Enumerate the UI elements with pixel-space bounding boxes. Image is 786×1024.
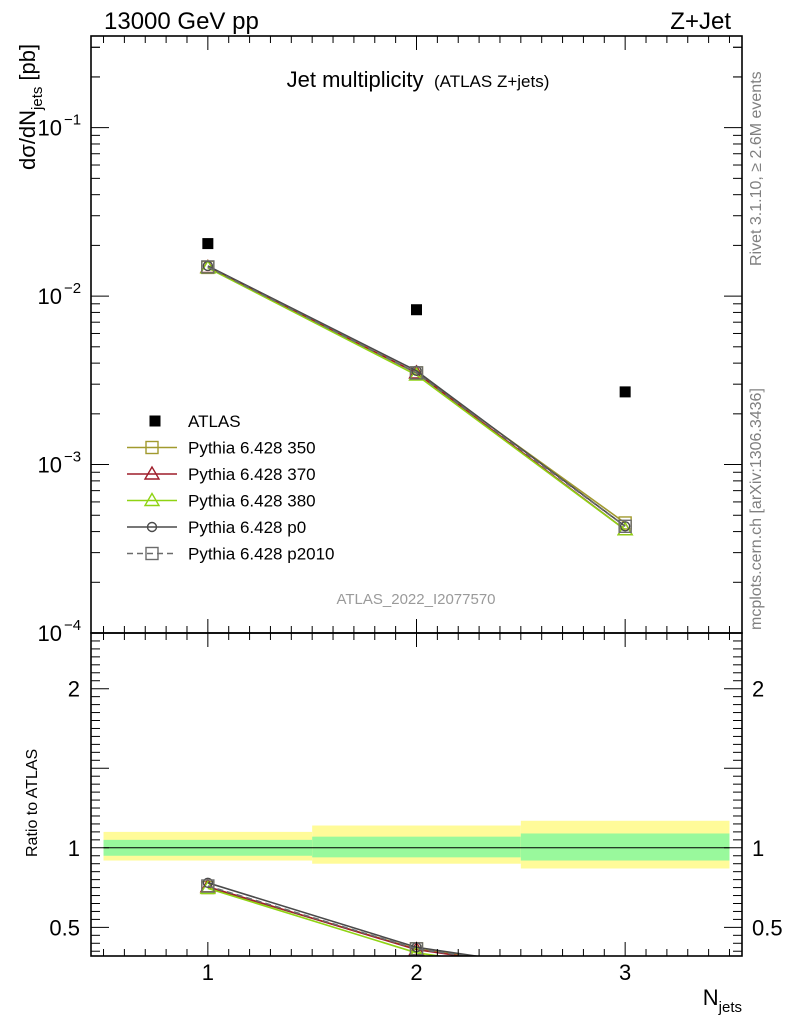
x-tick-label-1: 2 — [410, 960, 422, 985]
x-axis-label: Njets — [703, 985, 742, 1016]
y-axis-label: dσ/dNjets[pb] — [15, 44, 46, 170]
y-tick-exponent-1: −3 — [64, 449, 81, 466]
atlas-point-1 — [411, 304, 422, 316]
series-point-4-1 — [409, 366, 424, 380]
ratio-y-tick-right-0: 0.5 — [752, 915, 783, 940]
ratio-y-tick-left-0: 0.5 — [49, 915, 80, 940]
legend: ATLAS Pythia 6.428 350 Pythia 6.428 370 Pyt… — [127, 412, 335, 564]
plot-title: Jet multiplicity (ATLAS Z+jets) — [287, 67, 550, 92]
x-tick-label-2: 3 — [619, 960, 631, 985]
legend-item-2: Pythia 6.428 370 — [127, 465, 316, 484]
x-tick-label-0: 1 — [202, 960, 214, 985]
y-tick-label-2: 10 — [38, 284, 62, 309]
ratio-point-4-0 — [201, 879, 215, 893]
ratio-panel-frame — [90, 632, 743, 957]
ratio-point-2-1 — [409, 944, 424, 956]
ratio-y-tick-left-2: 2 — [68, 677, 80, 702]
legend-marker-5 — [145, 546, 159, 561]
y-tick-label-0: 10 — [38, 621, 62, 646]
ratio-y-axis-label: Ratio to ATLAS — [24, 749, 41, 857]
legend-item-1: Pythia 6.428 350 — [127, 439, 316, 458]
ratio-point-3-0 — [202, 877, 214, 889]
y-tick-label-1: 10 — [38, 453, 62, 478]
y-tick-exponent-3: −1 — [64, 112, 81, 129]
ratio-y-tick-right-2: 2 — [752, 677, 764, 702]
ratio-uncertainty-bands — [103, 820, 730, 869]
y-tick-label-3: 10 — [38, 116, 62, 141]
analysis-id-label: ATLAS_2022_I2077570 — [336, 591, 495, 608]
series-point-4-2 — [618, 519, 632, 533]
process-label: Z+Jet — [670, 8, 731, 35]
legend-marker-1 — [145, 440, 159, 455]
ratio-line-4 — [207, 885, 472, 956]
legend-item-0: ATLAS — [149, 412, 241, 431]
ratio-y-tick-left-1: 1 — [68, 836, 80, 861]
axis-ticks — [91, 36, 742, 956]
legend-marker-atlas — [149, 415, 161, 427]
y-tick-exponent-2: −2 — [64, 280, 81, 297]
series-point-3-2 — [619, 521, 631, 532]
atlas-data-points — [202, 238, 631, 398]
legend-label-2: Pythia 6.428 370 — [188, 465, 316, 484]
series-line-4 — [207, 266, 626, 527]
ratio-y-tick-right-1: 1 — [752, 836, 764, 861]
main-panel-frame — [90, 35, 743, 634]
rivet-version-label: Rivet 3.1.10, ≥ 2.6M events — [748, 71, 765, 266]
legend-item-5: Pythia 6.428 p2010 — [127, 545, 335, 564]
y-tick-exponent-0: −4 — [64, 617, 81, 634]
atlas-point-2 — [619, 386, 631, 398]
legend-label-0: ATLAS — [188, 412, 241, 431]
mcplots-label: mcplots.cern.ch [arXiv:1306.3436] — [748, 388, 765, 630]
legend-item-3: Pythia 6.428 380 — [127, 492, 316, 511]
legend-label-4: Pythia 6.428 p0 — [188, 518, 306, 537]
ratio-band-inner — [312, 836, 521, 858]
legend-label-1: Pythia 6.428 350 — [188, 439, 316, 458]
atlas-point-0 — [202, 238, 214, 250]
legend-item-4: Pythia 6.428 p0 — [127, 518, 306, 537]
series-point-4-0 — [201, 260, 215, 274]
mc-curves-main — [199, 259, 634, 536]
legend-marker-4 — [146, 521, 158, 533]
legend-label-5: Pythia 6.428 p2010 — [188, 545, 335, 564]
legend-marker-3 — [143, 492, 161, 507]
ratio-band-inner — [520, 833, 730, 861]
legend-marker-2 — [143, 465, 161, 480]
series-line-3 — [207, 265, 626, 527]
tick-labels: 1 2 310−410−310−210 −10.5 0.51 12 2 — [38, 112, 783, 985]
legend-label-3: Pythia 6.428 380 — [188, 492, 316, 511]
energy-label: 13000 GeV pp — [104, 8, 259, 35]
